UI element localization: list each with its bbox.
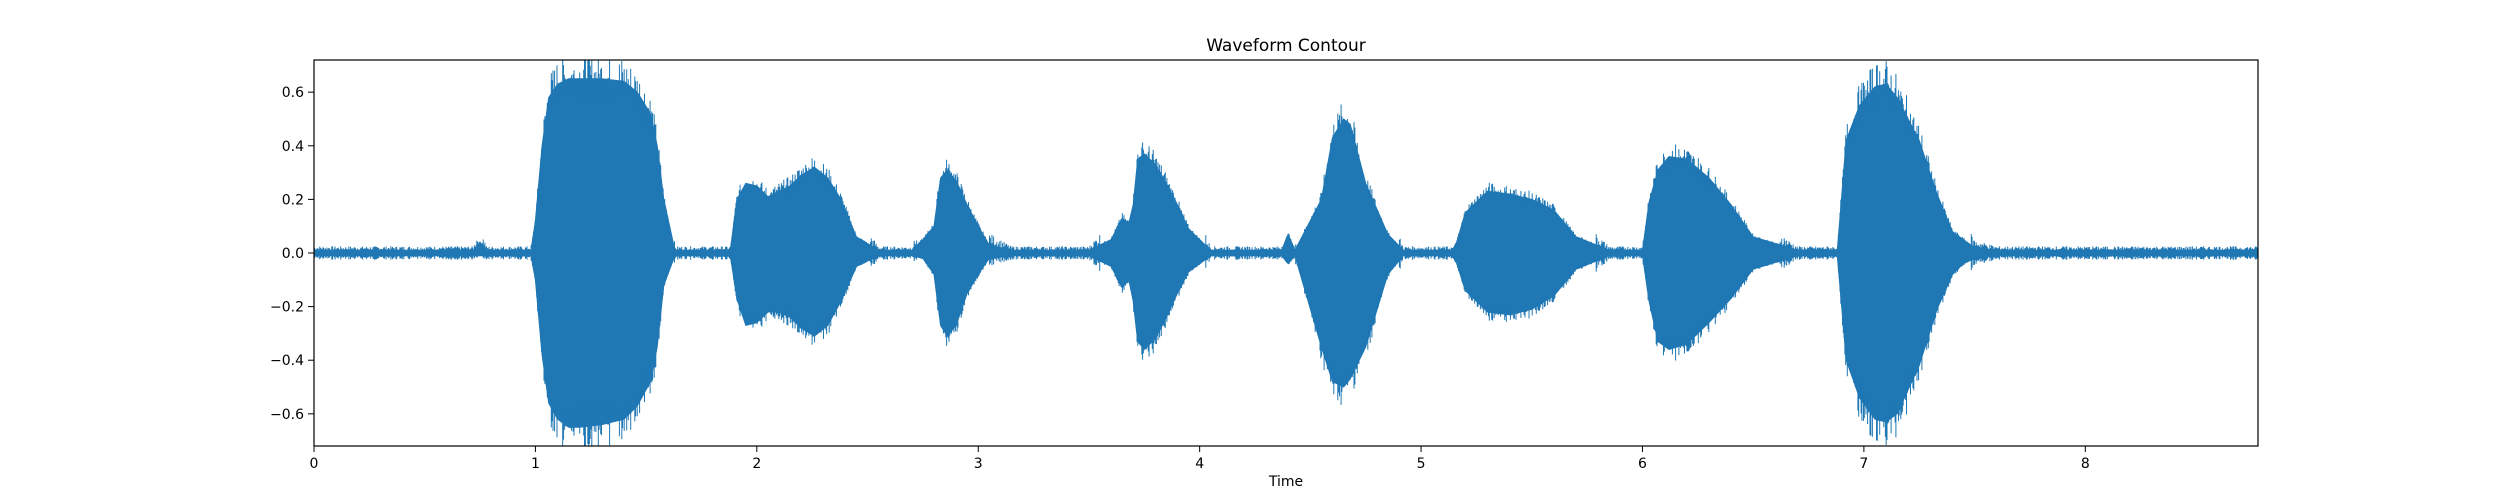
x-tick-label: 2 [752, 456, 761, 472]
y-tick-label: 0.0 [282, 246, 304, 262]
y-axis: 0.6 0.4 0.2 0.0 −0.2 −0.4 −0.6 [270, 85, 314, 423]
x-tick-label: 6 [1638, 456, 1647, 472]
y-tick-label: 0.2 [282, 192, 304, 208]
x-tick-label: 8 [2081, 456, 2090, 472]
x-tick-label: 0 [310, 456, 319, 472]
chart-title: Waveform Contour [1206, 36, 1366, 56]
x-tick-label: 7 [1859, 456, 1868, 472]
y-tick-label: 0.6 [282, 85, 304, 101]
x-axis: 0 1 2 3 4 5 6 7 8 [310, 446, 2090, 472]
y-tick-label: −0.6 [270, 407, 304, 423]
y-tick-label: −0.4 [270, 353, 304, 369]
x-tick-label: 4 [1195, 456, 1204, 472]
y-tick-label: 0.4 [282, 139, 304, 155]
x-tick-label: 1 [531, 456, 540, 472]
x-tick-label: 5 [1417, 456, 1426, 472]
x-tick-label: 3 [974, 456, 983, 472]
y-tick-label: −0.2 [270, 300, 304, 316]
x-axis-label: Time [1268, 474, 1303, 490]
